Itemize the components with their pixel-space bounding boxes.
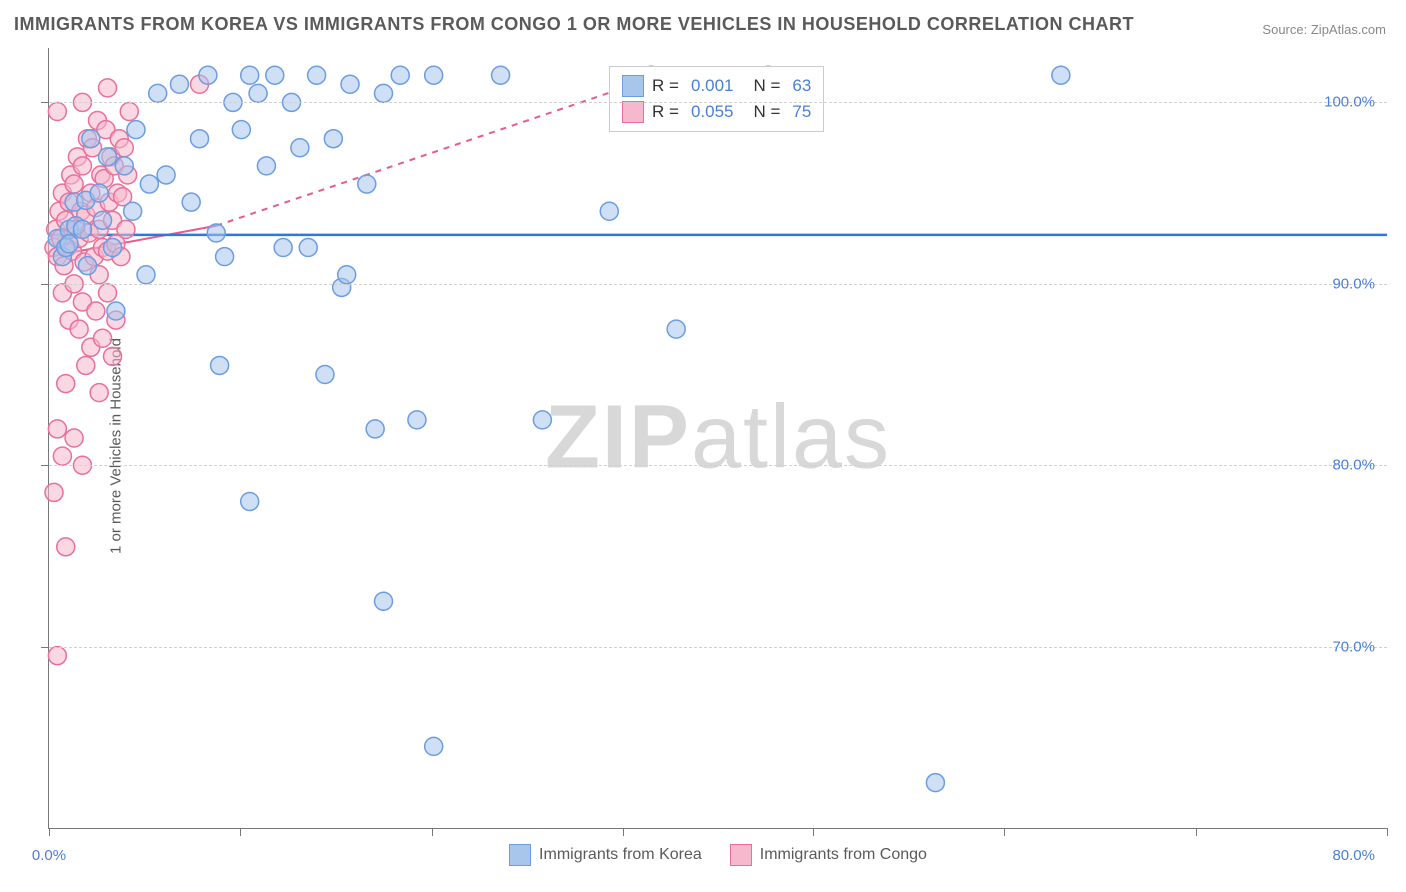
swatch-korea-bottom (509, 844, 531, 866)
ytick-label: 80.0% (1332, 457, 1375, 474)
gridline-h (49, 102, 1387, 103)
legend-label-korea: Immigrants from Korea (539, 846, 702, 864)
legend-label-congo: Immigrants from Congo (760, 846, 927, 864)
gridline-h (49, 465, 1387, 466)
legend-stats: R = 0.001 N = 63 R = 0.055 N = 75 (609, 66, 824, 132)
legend-stats-row-korea: R = 0.001 N = 63 (622, 73, 811, 99)
xtick (1387, 828, 1388, 836)
swatch-congo-bottom (730, 844, 752, 866)
legend-n-korea: 63 (792, 76, 811, 96)
ytick (41, 102, 49, 103)
xtick-label: 0.0% (32, 847, 66, 864)
xtick (813, 828, 814, 836)
source-credit: Source: ZipAtlas.com (1262, 22, 1386, 37)
legend-n-label: N = (753, 102, 780, 122)
xtick-label: 80.0% (1332, 847, 1375, 864)
xtick (1196, 828, 1197, 836)
xtick (432, 828, 433, 836)
ytick (41, 465, 49, 466)
legend-r-label: R = (652, 76, 679, 96)
legend-n-congo: 75 (792, 102, 811, 122)
legend-bottom: Immigrants from Korea Immigrants from Co… (49, 844, 1387, 866)
legend-r-congo: 0.055 (691, 102, 734, 122)
xtick (240, 828, 241, 836)
legend-item-korea: Immigrants from Korea (509, 844, 702, 866)
ytick-label: 90.0% (1332, 275, 1375, 292)
ytick (41, 647, 49, 648)
xtick (49, 828, 50, 836)
plot-area: ZIPatlas R = 0.001 N = 63 R = 0.055 N = … (48, 48, 1387, 829)
ytick-label: 70.0% (1332, 638, 1375, 655)
chart-svg (49, 48, 1387, 828)
swatch-korea (622, 75, 644, 97)
legend-n-label: N = (753, 76, 780, 96)
legend-r-korea: 0.001 (691, 76, 734, 96)
swatch-congo (622, 101, 644, 123)
chart-title: IMMIGRANTS FROM KOREA VS IMMIGRANTS FROM… (14, 14, 1134, 35)
ytick (41, 284, 49, 285)
legend-item-congo: Immigrants from Congo (730, 844, 927, 866)
gridline-h (49, 284, 1387, 285)
source-label: Source: (1262, 22, 1307, 37)
xtick (623, 828, 624, 836)
gridline-h (49, 647, 1387, 648)
source-link[interactable]: ZipAtlas.com (1311, 22, 1386, 37)
xtick (1004, 828, 1005, 836)
legend-r-label: R = (652, 102, 679, 122)
ytick-label: 100.0% (1324, 94, 1375, 111)
